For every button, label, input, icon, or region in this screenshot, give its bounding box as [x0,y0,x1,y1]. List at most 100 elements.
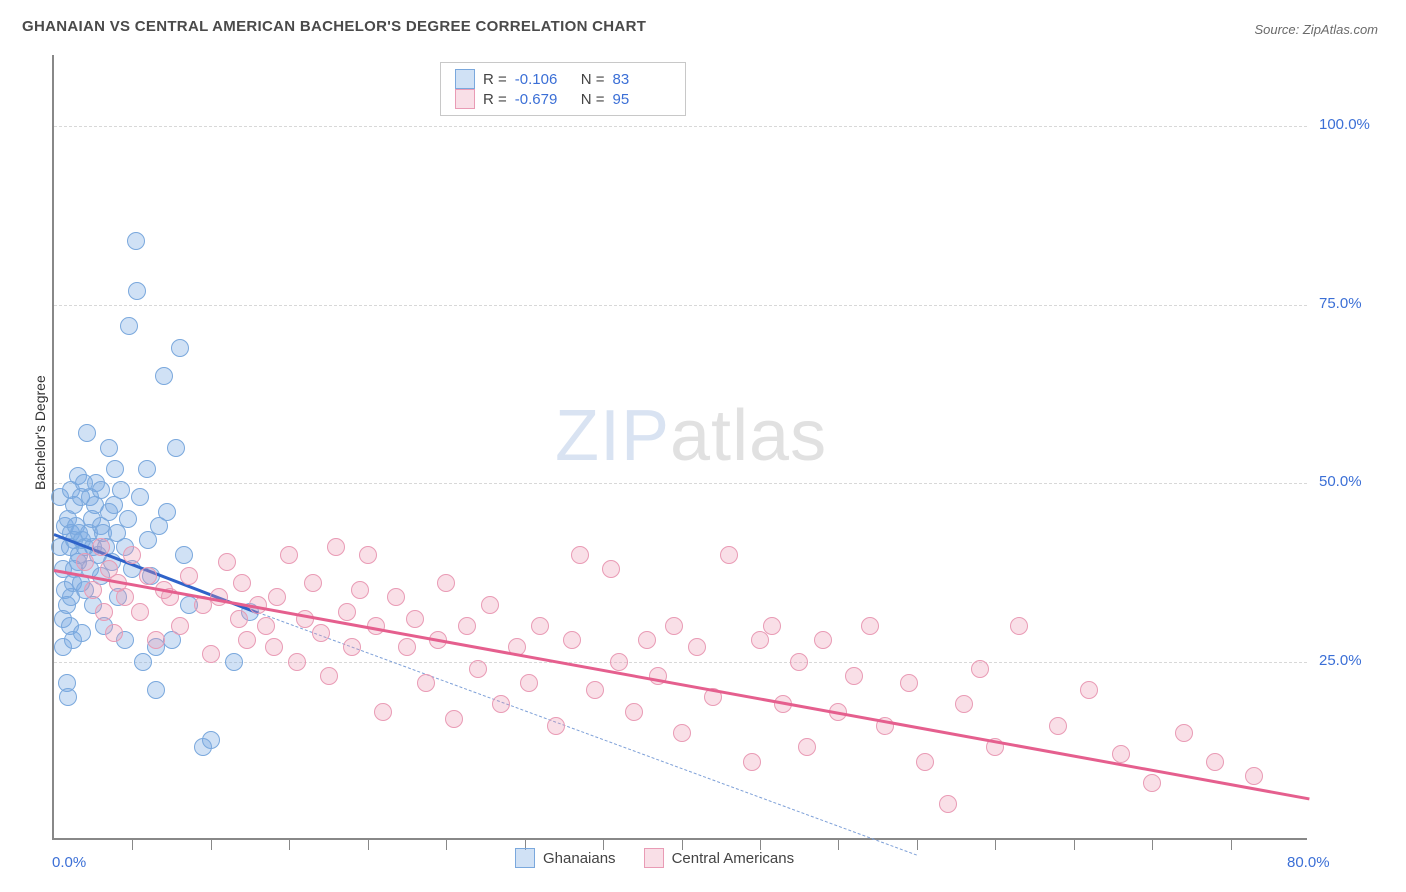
scatter-point [84,581,102,599]
scatter-plot-area [52,55,1307,840]
scatter-point [155,367,173,385]
scatter-point [387,588,405,606]
scatter-point [531,617,549,635]
scatter-point [238,631,256,649]
scatter-point [916,753,934,771]
y-tick-label: 100.0% [1319,116,1370,133]
scatter-point [123,546,141,564]
chart-title: GHANAIAN VS CENTRAL AMERICAN BACHELOR'S … [22,18,646,35]
scatter-point [100,439,118,457]
gridline [54,483,1307,484]
scatter-point [688,638,706,656]
scatter-point [845,667,863,685]
legend-n-value: 83 [613,71,671,88]
scatter-point [171,339,189,357]
scatter-point [406,610,424,628]
scatter-point [900,674,918,692]
legend-row: R =-0.679N =95 [455,89,671,109]
x-max-label: 80.0% [1287,854,1330,871]
gridline [54,126,1307,127]
scatter-point [481,596,499,614]
x-tick [1231,838,1232,850]
legend-r-label: R = [483,91,507,108]
scatter-point [59,688,77,706]
scatter-point [167,439,185,457]
legend-swatch [455,89,475,109]
scatter-point [128,282,146,300]
x-tick [1074,838,1075,850]
x-tick [838,838,839,850]
scatter-point [1206,753,1224,771]
scatter-point [602,560,620,578]
scatter-point [280,546,298,564]
scatter-point [763,617,781,635]
scatter-point [78,424,96,442]
scatter-point [268,588,286,606]
legend-r-value: -0.106 [515,71,573,88]
scatter-point [571,546,589,564]
scatter-point [955,695,973,713]
scatter-point [638,631,656,649]
gridline [54,305,1307,306]
regression-line [54,569,1310,800]
scatter-point [1112,745,1130,763]
scatter-point [230,610,248,628]
scatter-point [338,603,356,621]
scatter-point [116,588,134,606]
scatter-point [225,653,243,671]
legend-row: R =-0.106N =83 [455,69,671,89]
scatter-point [105,624,123,642]
scatter-point [359,546,377,564]
scatter-point [120,317,138,335]
scatter-point [343,638,361,656]
scatter-point [437,574,455,592]
scatter-point [625,703,643,721]
correlation-legend: R =-0.106N =83R =-0.679N =95 [440,62,686,116]
scatter-point [417,674,435,692]
scatter-point [265,638,283,656]
scatter-point [139,567,157,585]
scatter-point [147,681,165,699]
scatter-point [492,695,510,713]
scatter-point [119,510,137,528]
legend-item: Ghanaians [515,848,616,868]
scatter-point [131,488,149,506]
scatter-point [720,546,738,564]
scatter-point [1080,681,1098,699]
scatter-point [106,460,124,478]
scatter-point [547,717,565,735]
scatter-point [520,674,538,692]
scatter-point [312,624,330,642]
scatter-point [180,567,198,585]
legend-n-label: N = [581,71,605,88]
scatter-point [469,660,487,678]
x-tick [368,838,369,850]
legend-item: Central Americans [644,848,795,868]
y-axis-label: Bachelor's Degree [32,375,48,490]
scatter-point [665,617,683,635]
scatter-point [743,753,761,771]
scatter-point [814,631,832,649]
legend-series-name: Ghanaians [543,850,616,867]
scatter-point [257,617,275,635]
scatter-point [1245,767,1263,785]
legend-swatch [644,848,664,868]
x-tick [1152,838,1153,850]
legend-n-value: 95 [613,91,671,108]
scatter-point [971,660,989,678]
scatter-point [175,546,193,564]
scatter-point [798,738,816,756]
scatter-point [131,603,149,621]
source-attribution: Source: ZipAtlas.com [1254,22,1378,37]
scatter-point [327,538,345,556]
scatter-point [458,617,476,635]
y-tick-label: 25.0% [1319,652,1362,669]
scatter-point [95,603,113,621]
scatter-point [202,731,220,749]
scatter-point [586,681,604,699]
x-origin-label: 0.0% [52,854,86,871]
scatter-point [112,481,130,499]
legend-r-value: -0.679 [515,91,573,108]
scatter-point [610,653,628,671]
scatter-point [1143,774,1161,792]
